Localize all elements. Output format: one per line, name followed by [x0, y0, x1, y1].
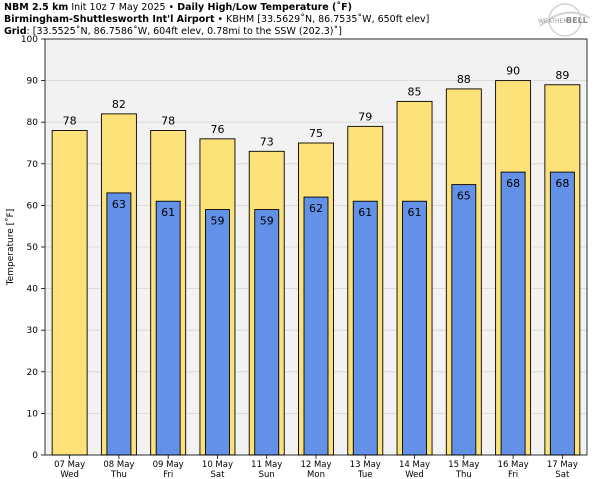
high-value-label: 90 — [506, 65, 520, 78]
header-line-grid: Grid: [33.5525˚N, 86.7586˚W, 604ft elev,… — [4, 26, 342, 38]
plot-frame — [44, 38, 588, 456]
x-tick-date: 17 May — [547, 460, 578, 470]
y-tick-label: 70 — [27, 160, 39, 170]
low-bar — [500, 171, 526, 456]
high-value-label: 78 — [63, 115, 77, 128]
x-tick-day: Sun — [259, 470, 275, 479]
chart-title: Daily High/Low Temperature (˚F) — [177, 2, 352, 13]
y-tick-label: 60 — [27, 201, 39, 211]
bars: 78 82 63 78 61 76 59 73 59 75 62 79 61 85 61 88 65 90 68 89… — [51, 65, 581, 456]
grid-label: Grid — [4, 26, 27, 37]
x-tick-day: Wed — [60, 470, 79, 479]
x-tick-date: 10 May — [202, 460, 233, 470]
low-value-label: 61 — [358, 206, 372, 219]
logo-swoosh — [539, 11, 591, 27]
x-tick-date: 14 May — [399, 460, 430, 470]
x-tick-day: Tue — [357, 470, 373, 479]
y-axis-label: Temperature [˚F] — [5, 209, 16, 287]
x-tick-date: 11 May — [251, 460, 282, 470]
low-value-label: 59 — [210, 215, 224, 228]
low-value-label: 62 — [309, 202, 323, 215]
header-line-station: Birmingham-Shuttlesworth Int'l Airport •… — [4, 14, 429, 26]
low-bar — [352, 200, 378, 456]
low-bar — [254, 209, 280, 456]
high-value-label: 73 — [260, 135, 274, 148]
low-value-label: 68 — [506, 177, 520, 190]
low-value-label: 59 — [260, 215, 274, 228]
logo-text-b: BELL — [566, 16, 588, 25]
low-value-label: 68 — [555, 177, 569, 190]
x-tick-date: 09 May — [153, 460, 184, 470]
low-value-label: 61 — [161, 206, 175, 219]
low-bar — [155, 200, 181, 456]
x-tick-date: 15 May — [448, 460, 479, 470]
x-tick-day: Mon — [307, 470, 325, 479]
y-tick-label: 50 — [27, 243, 39, 253]
x-tick-day: Thu — [455, 470, 472, 479]
y-tick-label: 10 — [27, 409, 39, 419]
station-name: Birmingham-Shuttlesworth Int'l Airport — [4, 14, 215, 25]
y-tick-label: 30 — [27, 326, 39, 336]
low-bar — [549, 171, 575, 456]
x-tick-day: Fri — [508, 470, 518, 479]
y-tick-label: 90 — [27, 77, 39, 87]
y-tick-label: 100 — [21, 35, 38, 45]
high-value-label: 75 — [309, 127, 323, 140]
y-tick-label: 80 — [27, 118, 39, 128]
logo-text-a: WEATHER — [538, 18, 568, 25]
x-tick-day: Sat — [555, 470, 570, 479]
y-tick-label: 40 — [27, 285, 39, 295]
station-coords: • KBHM [33.5629˚N, 86.7535˚W, 650ft elev… — [214, 14, 430, 25]
x-tick-day: Wed — [405, 470, 424, 479]
header-line-model: NBM 2.5 km Init 10z 7 May 2025 • Daily H… — [4, 2, 352, 14]
low-bar — [451, 184, 477, 456]
x-tick-date: 07 May — [54, 460, 85, 470]
weatherbell-logo: WEATHER BELL — [538, 3, 591, 37]
x-tick-date: 12 May — [300, 460, 331, 470]
y-tick-label: 20 — [27, 368, 39, 378]
high-value-label: 78 — [161, 115, 175, 128]
x-tick-date: 13 May — [350, 460, 381, 470]
high-value-label: 79 — [358, 110, 372, 123]
low-bar — [205, 209, 230, 456]
x-tick-date: 08 May — [103, 460, 134, 470]
x-tick-day: Fri — [163, 470, 173, 479]
init-time: Init 10z 7 May 2025 • — [68, 2, 178, 13]
high-bar — [51, 130, 88, 456]
high-value-label: 82 — [112, 98, 126, 111]
y-tick-label: 0 — [32, 451, 38, 461]
high-value-label: 85 — [408, 85, 422, 98]
model-name: NBM 2.5 km — [4, 2, 69, 13]
x-tick-day: Sat — [210, 470, 225, 479]
x-tick-date: 16 May — [498, 460, 529, 470]
low-value-label: 61 — [408, 206, 422, 219]
low-value-label: 65 — [457, 190, 471, 203]
low-bar — [106, 192, 132, 456]
high-value-label: 89 — [555, 69, 569, 82]
low-value-label: 63 — [112, 198, 126, 211]
y-axis-ticks: 0 10 20 30 40 50 60 70 80 90 100 — [21, 35, 45, 461]
low-bar — [402, 200, 427, 456]
high-value-label: 76 — [210, 123, 224, 136]
x-tick-day: Thu — [110, 470, 127, 479]
high-value-label: 88 — [457, 73, 471, 86]
grid-coords: : [33.5525˚N, 86.7586˚W, 604ft elev, 0.7… — [26, 26, 342, 37]
low-bar — [303, 196, 329, 456]
